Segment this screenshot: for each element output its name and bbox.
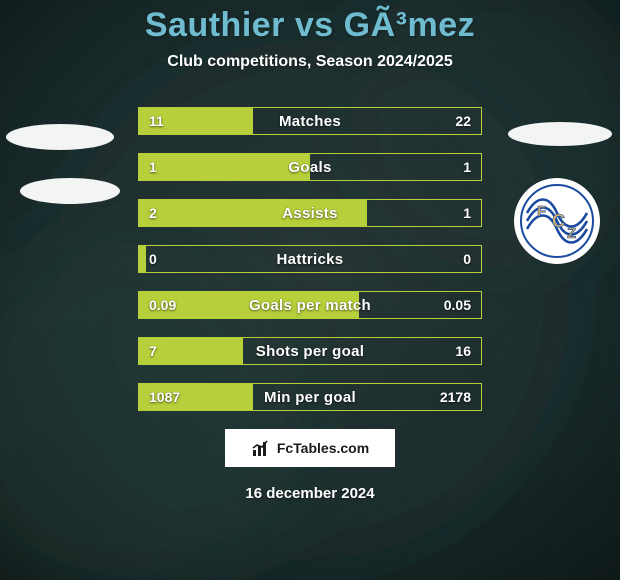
stat-bar-left xyxy=(139,108,253,134)
stat-bar-right xyxy=(359,292,481,318)
stat-bar-right xyxy=(253,384,481,410)
title-right: GÃ³mez xyxy=(344,6,475,44)
stat-bar-left xyxy=(139,246,146,272)
stat-bar-left xyxy=(139,384,253,410)
stat-row: Min per goal10872178 xyxy=(138,383,482,411)
footer-date: 16 december 2024 xyxy=(0,485,620,502)
bars-icon xyxy=(251,438,271,458)
stat-bar-right xyxy=(310,154,481,180)
stat-row: Goals11 xyxy=(138,153,482,181)
stat-row: Assists21 xyxy=(138,199,482,227)
stat-bar-left xyxy=(139,200,367,226)
stat-bar-left xyxy=(139,292,359,318)
stat-bar-right xyxy=(146,246,481,272)
stat-bar-left xyxy=(139,154,310,180)
comparison-bars: Matches1122 Goals11 Assists21 Hattricks00 Go… xyxy=(138,107,482,411)
stat-bar-right xyxy=(243,338,481,364)
stat-row: Hattricks00 xyxy=(138,245,482,273)
page-title: Sauthier vs GÃ³mez xyxy=(0,6,620,45)
stat-bar-left xyxy=(139,338,243,364)
subtitle: Club competitions, Season 2024/2025 xyxy=(0,53,620,71)
stat-row: Goals per match0.090.05 xyxy=(138,291,482,319)
footer-site-text: FcTables.com xyxy=(277,440,369,456)
title-vs: vs xyxy=(295,6,334,44)
stat-row: Shots per goal716 xyxy=(138,337,482,365)
stat-bar-right xyxy=(253,108,481,134)
footer-site-badge: FcTables.com xyxy=(225,429,395,467)
title-left: Sauthier xyxy=(145,6,285,44)
stat-bar-right xyxy=(367,200,481,226)
stat-row: Matches1122 xyxy=(138,107,482,135)
